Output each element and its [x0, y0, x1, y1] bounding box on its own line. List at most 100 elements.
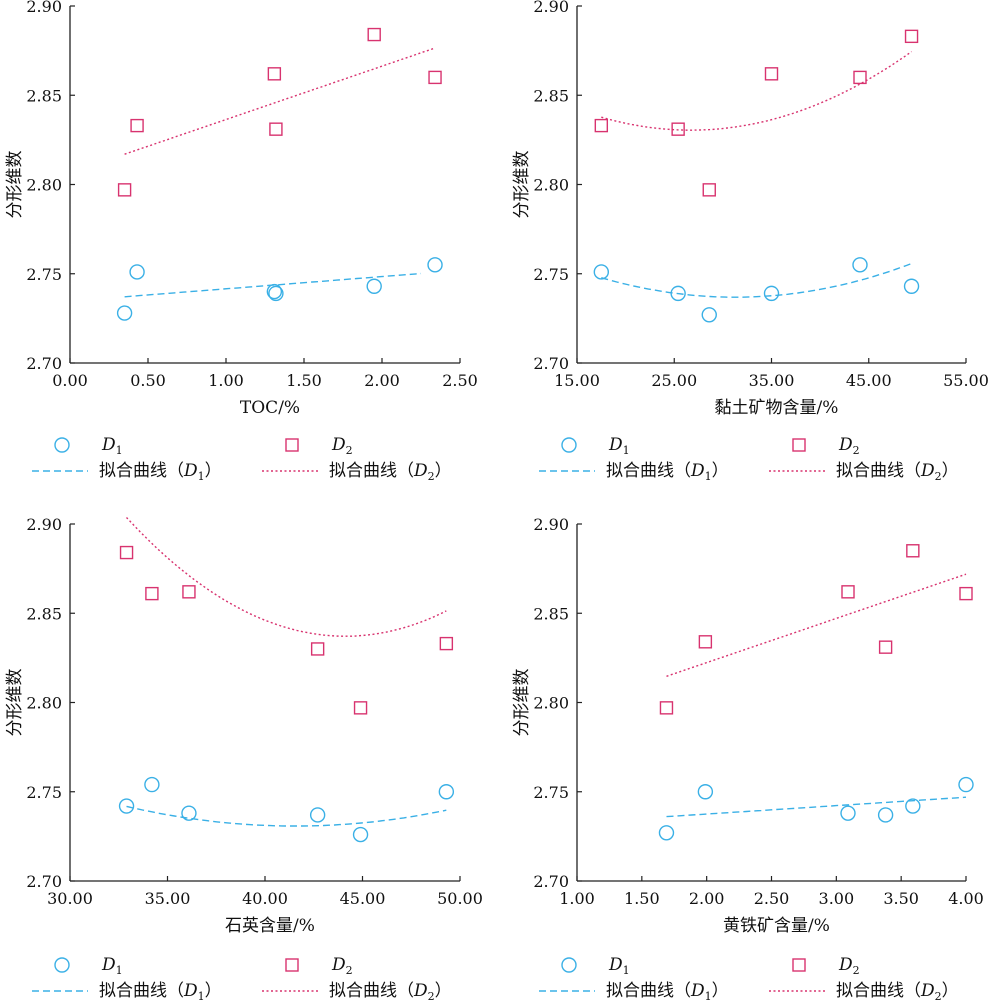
y-tick-label: 2.85: [26, 604, 62, 623]
y-tick-label: 2.80: [26, 694, 62, 713]
y-tick-label: 2.90: [533, 515, 569, 534]
data-point-d2: [353, 701, 368, 715]
y-tick-label: 2.75: [533, 783, 569, 802]
x-axis-label: 石英含量/%: [225, 916, 315, 936]
y-axis-label: 分形维数: [5, 151, 25, 219]
x-tick-label: 1.00: [559, 889, 595, 908]
legend-fit-label-d2: 拟合曲线（D2）: [836, 461, 959, 483]
data-point-d1: [144, 776, 160, 793]
data-point-d2: [878, 640, 893, 654]
data-point-d1: [840, 805, 856, 821]
data-point-d1: [958, 776, 974, 793]
fit-curve-d2: [601, 51, 912, 131]
x-tick-label: 55.00: [943, 371, 989, 390]
data-point-d1: [309, 807, 326, 823]
data-point-d2: [764, 67, 779, 81]
data-point-d2: [310, 642, 325, 656]
legend: D1 D2 拟合曲线（D1） 拟合曲线（D2）: [539, 955, 959, 1000]
legend: D1 D2 拟合曲线（D1） 拟合曲线（D2）: [32, 435, 452, 483]
y-tick-label: 2.90: [26, 515, 62, 534]
y-tick-label: 2.85: [26, 86, 62, 105]
data-point-d2: [119, 545, 134, 560]
y-tick-label: 2.80: [533, 694, 569, 713]
y-tick-label: 2.85: [533, 86, 569, 105]
data-point-d2: [659, 701, 674, 715]
x-tick-label: 2.50: [754, 889, 790, 908]
x-axis-label: 黄铁矿含量/%: [723, 916, 830, 936]
x-tick-label: 4.00: [948, 889, 984, 908]
y-tick-label: 2.80: [26, 176, 62, 195]
y-axis-label: 分形维数: [512, 151, 532, 219]
legend-label-d1: D1: [608, 435, 630, 457]
legend: D1 D2 拟合曲线（D1） 拟合曲线（D2）: [539, 435, 959, 483]
data-point-d1: [129, 264, 145, 280]
data-point-d1: [427, 257, 443, 273]
legend-label-d2: D2: [331, 955, 353, 977]
y-tick-label: 2.90: [533, 0, 569, 16]
data-point-d2: [267, 67, 282, 81]
x-tick-label: 3.00: [819, 889, 855, 908]
legend-marker-d1: [561, 957, 577, 973]
x-tick-label: 35.00: [145, 889, 191, 908]
x-tick-label: 3.50: [883, 889, 919, 908]
chart-panel-4: 2.70 2.75 2.80 2.85 2.90 1.00 1.50 2.00 2.50 3.00…: [512, 515, 984, 1000]
fit-curve-d1: [601, 262, 912, 298]
legend-fit-label-d1: 拟合曲线（D1）: [606, 461, 729, 483]
y-tick-label: 2.70: [533, 354, 569, 373]
data-point-d1: [701, 307, 717, 323]
x-tick-label: 15.00: [554, 371, 600, 390]
data-point-d1: [438, 784, 455, 800]
fit-curve-d2: [666, 573, 967, 677]
y-tick-label: 2.85: [533, 604, 569, 623]
data-point-d2: [853, 70, 867, 85]
data-point-d2: [594, 118, 609, 133]
data-point-d2: [367, 27, 381, 42]
data-point-d1: [852, 257, 868, 273]
data-point-d2: [439, 636, 454, 651]
x-tick-label: 1.50: [286, 371, 322, 390]
legend-label-d1: D1: [101, 955, 123, 977]
data-point-d2: [702, 183, 716, 197]
data-point-d2: [698, 635, 713, 649]
data-point-d1: [266, 283, 283, 300]
chart-panel-1: 2.70 2.75 2.80 2.85 2.90 0.00 0.50 1.00 1.50 2.00…: [5, 0, 478, 483]
data-point-d2: [130, 118, 144, 133]
data-point-d1: [905, 798, 921, 814]
x-tick-label: 40.00: [242, 889, 288, 908]
legend-label-d1: D1: [101, 435, 123, 457]
data-point-d2: [841, 585, 855, 599]
legend-marker-d2: [792, 438, 806, 452]
fit-curve-d1: [666, 796, 967, 818]
data-point-d1: [763, 285, 780, 302]
legend-fit-label-d1: 拟合曲线（D1）: [606, 981, 729, 1000]
fit-curve-d2: [125, 517, 447, 637]
legend-label-d1: D1: [608, 955, 630, 977]
legend-fit-label-d2: 拟合曲线（D2）: [329, 461, 452, 483]
x-tick-label: 50.00: [437, 889, 483, 908]
legend-marker-d1: [561, 437, 577, 453]
data-point-d2: [671, 122, 685, 136]
legend-label-d2: D2: [838, 955, 860, 977]
x-tick-label: 1.00: [208, 371, 244, 390]
x-axis-label: TOC/%: [240, 398, 300, 418]
legend-marker-d2: [285, 958, 299, 972]
data-point-d1: [658, 825, 675, 841]
data-point-d2: [428, 70, 442, 85]
x-tick-label: 45.00: [846, 371, 892, 390]
y-tick-label: 2.80: [533, 176, 569, 195]
y-tick-label: 2.70: [26, 872, 62, 891]
fit-curve-d2: [124, 47, 436, 155]
chart-panel-3: 2.70 2.75 2.80 2.85 2.90 30.00 35.00 40.00 45.00…: [5, 515, 483, 1000]
legend-fit-label-d2: 拟合曲线（D2）: [329, 981, 452, 1000]
legend: D1 D2 拟合曲线（D1） 拟合曲线（D2）: [32, 955, 452, 1000]
data-point-d1: [181, 805, 197, 821]
legend-label-d2: D2: [838, 435, 860, 457]
data-point-d2: [117, 183, 132, 197]
x-tick-label: 2.50: [442, 371, 478, 390]
legend-marker-d2: [285, 438, 299, 452]
data-point-d1: [366, 278, 382, 294]
legend-label-d2: D2: [331, 435, 353, 457]
legend-fit-label-d1: 拟合曲线（D1）: [99, 461, 222, 483]
data-point-d2: [959, 586, 973, 601]
x-tick-label: 0.00: [52, 371, 88, 390]
